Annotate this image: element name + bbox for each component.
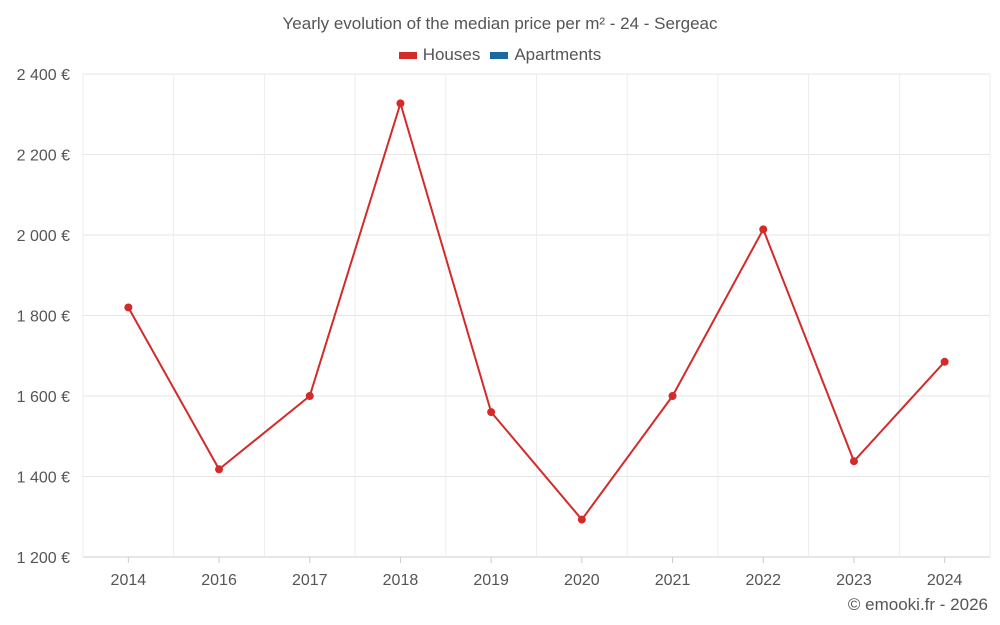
x-tick-label: 2014 <box>111 572 147 589</box>
x-tick-label: 2022 <box>745 572 781 589</box>
data-point-houses-2020 <box>577 515 586 524</box>
y-tick-label: 1 200 € <box>17 550 70 567</box>
data-point-houses-2022 <box>759 225 768 234</box>
grid-layer <box>82 73 991 558</box>
legend-item-houses[interactable]: Houses <box>398 45 481 65</box>
legend-item-apartments[interactable]: Apartments <box>490 45 601 65</box>
legend-swatch-apartments <box>490 51 509 59</box>
data-point-houses-2019 <box>487 408 496 417</box>
x-tick-label: 2018 <box>383 572 419 589</box>
x-tick-label: 2017 <box>292 572 328 589</box>
data-point-houses-2014 <box>124 303 133 312</box>
y-tick-label: 2 200 € <box>17 148 70 165</box>
y-tick-label: 1 600 € <box>17 389 70 406</box>
chart-legend: Houses Apartments <box>0 45 1000 65</box>
legend-label-apartments: Apartments <box>514 45 602 64</box>
data-point-houses-2018 <box>396 99 405 108</box>
data-point-houses-2017 <box>305 392 314 400</box>
chart-title: Yearly evolution of the median price per… <box>282 14 718 33</box>
x-tick-label: 2023 <box>836 572 872 589</box>
x-tick-label: 2021 <box>655 572 691 589</box>
legend-swatch-houses <box>398 51 417 59</box>
data-point-houses-2021 <box>668 392 677 400</box>
data-point-houses-2024 <box>940 357 949 366</box>
legend-label-houses: Houses <box>422 45 481 64</box>
footer-credit: © emooki.fr - 2026 <box>847 595 988 614</box>
series-layer <box>124 99 949 524</box>
data-point-houses-2016 <box>215 465 224 474</box>
series-line-houses <box>127 102 946 521</box>
y-tick-label: 1 800 € <box>17 309 70 326</box>
y-tick-label: 2 000 € <box>17 228 70 245</box>
x-tick-label: 2020 <box>564 572 600 589</box>
x-tick-label: 2019 <box>473 572 509 589</box>
axis-layer: 1 200 € 1 400 € 1 600 € 1 800 € 2 000 € 2 200… <box>17 67 963 589</box>
y-tick-label: 1 400 € <box>17 470 70 487</box>
data-point-houses-2023 <box>849 457 858 466</box>
y-tick-label: 2 400 € <box>17 67 70 84</box>
x-tick-label: 2016 <box>201 572 237 589</box>
x-tick-label: 2024 <box>927 572 963 589</box>
